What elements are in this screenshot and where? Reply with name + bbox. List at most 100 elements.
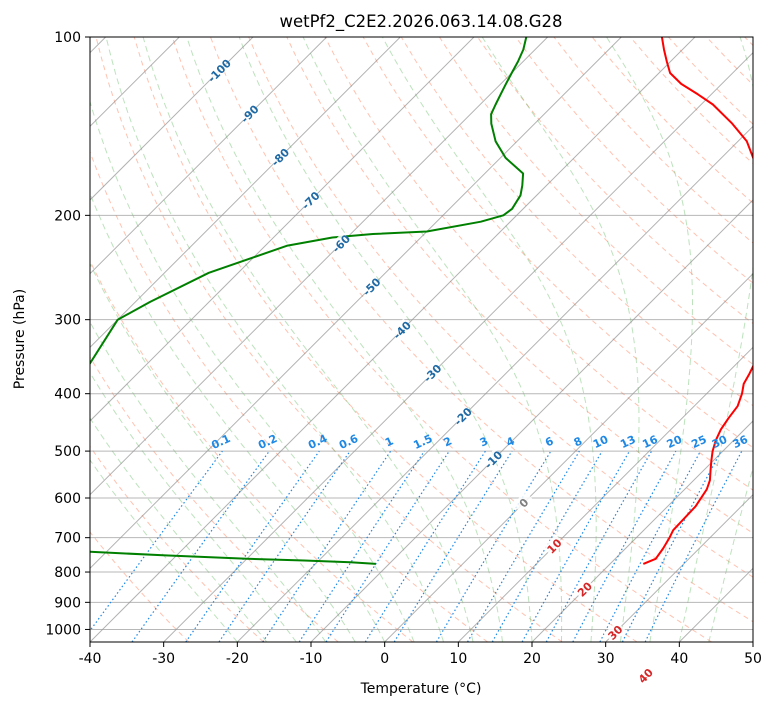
moist-adiabat	[606, 37, 693, 642]
mixing-ratio-line	[185, 450, 320, 642]
moist-adiabat	[302, 37, 563, 642]
isotherm	[90, 37, 401, 349]
y-tick-label: 700	[54, 531, 81, 547]
isotherm-label-bg	[207, 59, 230, 81]
x-tick-label: 10	[449, 651, 467, 667]
isotherm-label-bg	[360, 275, 382, 297]
moist-adiabat	[678, 37, 753, 642]
profile-curves	[90, 37, 753, 565]
isotherm-label-bg	[634, 664, 656, 686]
mixing-ratio-line	[545, 450, 653, 642]
y-tick-label: 600	[54, 491, 81, 507]
moist-adiabat	[90, 321, 327, 642]
isotherm	[90, 37, 475, 422]
plot-frame	[89, 36, 754, 643]
mixing-ratio-line	[393, 450, 513, 642]
isotherm	[90, 37, 328, 275]
moist-adiabat	[90, 371, 297, 642]
mixing-ratio-line	[218, 450, 351, 642]
isotherm-label-bg	[482, 448, 504, 470]
mixing-ratio-label: 13	[618, 433, 637, 451]
x-tick-label: -30	[152, 651, 175, 667]
x-tick-label: -20	[226, 651, 249, 667]
isotherm	[531, 420, 753, 642]
moist-adiabat	[481, 37, 640, 642]
dewpoint-profile	[90, 37, 528, 565]
dry-adiabat	[90, 150, 488, 642]
isotherm	[90, 37, 622, 570]
mixing-ratio-line	[644, 450, 743, 642]
moist-adiabat	[186, 37, 503, 642]
dry-adiabat	[90, 531, 190, 642]
y-tick-label: 100	[54, 30, 81, 46]
y-tick-label: 900	[54, 595, 81, 611]
x-tick-label: 50	[744, 651, 762, 667]
dry-adiabat	[400, 37, 753, 407]
mixing-ratio-label: 36	[731, 433, 751, 451]
isotherm-label-bg	[603, 621, 626, 643]
dry-adiabat	[248, 37, 753, 578]
moist-adiabat	[381, 37, 597, 642]
y-tick-label: 300	[54, 313, 81, 329]
mixing-ratio-label: 16	[640, 433, 660, 451]
dry-adiabat	[210, 37, 753, 623]
y-tick-label: 1000	[45, 622, 81, 638]
isotherm	[310, 199, 753, 642]
mixing-ratio-line	[90, 450, 223, 632]
isotherm	[236, 125, 753, 642]
moist-adiabat	[90, 459, 238, 642]
x-tick-label: 40	[670, 651, 688, 667]
isotherm	[605, 493, 753, 642]
temperature-profile	[642, 37, 753, 565]
isotherm-label-bg	[421, 361, 443, 384]
isotherm-label-bg	[451, 405, 473, 427]
moist-adiabat	[238, 37, 533, 642]
isotherm-label-bg	[390, 318, 412, 340]
chart-title: wetPf2_C2E2.2026.063.14.08.G28	[279, 12, 562, 32]
x-tick-label: 30	[597, 651, 615, 667]
isotherm	[90, 37, 696, 642]
dry-adiabat	[95, 37, 563, 642]
isotherm-label-bg	[238, 102, 260, 124]
mixing-ratio-line	[262, 450, 392, 642]
isotherm-label-bg	[268, 145, 291, 168]
mixing-ratio-line	[521, 450, 631, 642]
dry-adiabat	[133, 37, 638, 642]
isotherm-label-bg	[573, 577, 595, 600]
y-tick-label: 500	[54, 444, 81, 460]
dry-adiabat	[90, 445, 264, 642]
isotherm-label-bg	[542, 534, 565, 556]
moist-adiabat	[90, 262, 356, 642]
y-axis-label: Pressure (hPa)	[12, 289, 28, 389]
isotherm-label-bg	[512, 491, 534, 513]
dry-adiabat	[90, 356, 339, 642]
y-tick-label: 200	[54, 208, 81, 224]
moist-adiabat	[105, 37, 445, 642]
isotherm	[163, 51, 753, 642]
moist-adiabat	[90, 192, 386, 642]
isotherm	[384, 272, 753, 642]
background-grid	[90, 37, 753, 642]
moist-adiabat	[90, 417, 268, 642]
mixing-ratio-label: 20	[665, 433, 685, 451]
moist-adiabat	[142, 37, 474, 642]
axes: -40 -30 -20 -10 0 10 20 30 40 50 100 200 300 400 500 60…	[45, 30, 762, 667]
isotherm-label-bg	[299, 189, 321, 211]
mixing-ratio-line	[298, 450, 425, 642]
isotherm	[90, 37, 549, 496]
x-tick-label: -10	[300, 651, 323, 667]
dry-adiabat	[515, 37, 753, 284]
x-axis-label: Temperature (°C)	[360, 681, 482, 697]
mixing-ratio-label: 30	[710, 433, 730, 451]
dry-adiabat	[438, 37, 753, 366]
x-tick-label: 0	[380, 651, 389, 667]
mixing-ratio-label: 10	[591, 433, 611, 451]
x-tick-label: -40	[79, 651, 102, 667]
mixing-ratio-line	[131, 450, 270, 642]
moist-adiabat	[708, 465, 753, 642]
mixing-ratio-label: 25	[689, 433, 708, 451]
dry-adiabat	[171, 37, 712, 642]
y-tick-label: 800	[54, 565, 81, 581]
